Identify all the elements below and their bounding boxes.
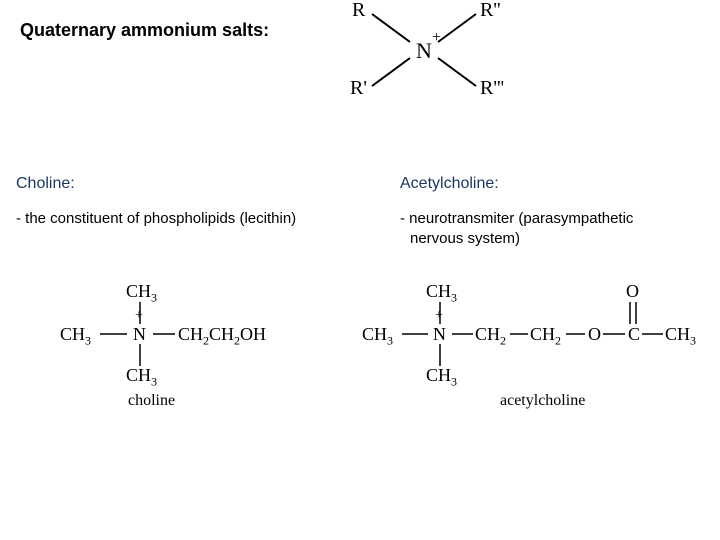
- acetylcholine-description-2: nervous system): [410, 230, 520, 247]
- generic-plus-label: +: [432, 30, 441, 46]
- ach-ch2-1: CH2: [475, 325, 506, 347]
- ach-ch3-bottom: CH3: [426, 366, 457, 388]
- acetylcholine-description-1: - neurotransmiter (parasympathetic: [400, 210, 633, 227]
- choline-ch3-left: CH3: [60, 325, 91, 347]
- choline-n: N: [133, 325, 146, 343]
- ach-ch3-left: CH3: [362, 325, 393, 347]
- generic-r2-label: R'': [480, 0, 501, 20]
- acetylcholine-heading: Acetylcholine:: [400, 175, 499, 193]
- generic-n-label: N: [416, 40, 432, 62]
- choline-description: - the constituent of phospholipids (leci…: [16, 210, 296, 227]
- page-title: Quaternary ammonium salts:: [20, 20, 269, 41]
- ach-ch3-right: CH3: [665, 325, 696, 347]
- generic-r3-label: R''': [480, 78, 504, 98]
- choline-plus: +: [135, 309, 143, 323]
- choline-ch3-bottom: CH3: [126, 366, 157, 388]
- ach-dbl-o: O: [626, 282, 639, 300]
- generic-r-label: R: [352, 0, 365, 20]
- ach-plus: +: [435, 309, 443, 323]
- ach-ch2-2: CH2: [530, 325, 561, 347]
- generic-r1-label: R': [350, 78, 367, 98]
- ach-n: N: [433, 325, 446, 343]
- ach-ch3-top: CH3: [426, 282, 457, 304]
- ach-o: O: [588, 325, 601, 343]
- choline-ch3-top: CH3: [126, 282, 157, 304]
- choline-chain: CH2CH2OH: [178, 325, 266, 347]
- choline-heading: Choline:: [16, 175, 75, 193]
- ach-c: C: [628, 325, 640, 343]
- choline-caption: choline: [128, 392, 175, 410]
- acetylcholine-caption: acetylcholine: [500, 392, 585, 410]
